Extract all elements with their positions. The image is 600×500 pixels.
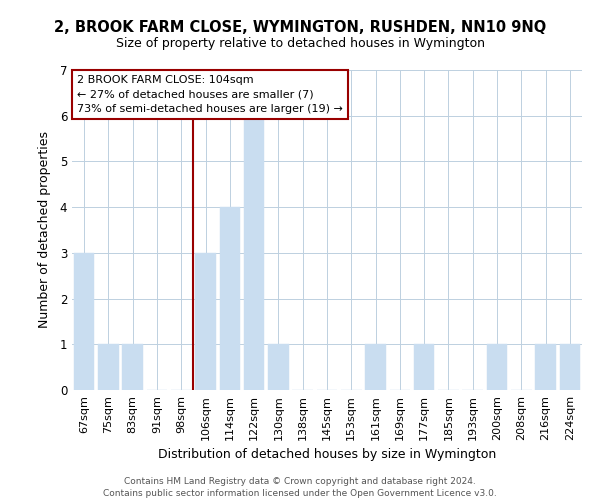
X-axis label: Distribution of detached houses by size in Wymington: Distribution of detached houses by size … <box>158 448 496 462</box>
Text: 2, BROOK FARM CLOSE, WYMINGTON, RUSHDEN, NN10 9NQ: 2, BROOK FARM CLOSE, WYMINGTON, RUSHDEN,… <box>54 20 546 35</box>
Bar <box>414 344 434 390</box>
Y-axis label: Number of detached properties: Number of detached properties <box>38 132 52 328</box>
Bar <box>122 344 143 390</box>
Bar <box>560 344 580 390</box>
Text: Contains public sector information licensed under the Open Government Licence v3: Contains public sector information licen… <box>103 489 497 498</box>
Bar <box>535 344 556 390</box>
Text: Size of property relative to detached houses in Wymington: Size of property relative to detached ho… <box>115 38 485 51</box>
Bar <box>244 116 265 390</box>
Bar <box>487 344 508 390</box>
Bar <box>268 344 289 390</box>
Bar <box>220 207 240 390</box>
Text: 2 BROOK FARM CLOSE: 104sqm
← 27% of detached houses are smaller (7)
73% of semi-: 2 BROOK FARM CLOSE: 104sqm ← 27% of deta… <box>77 75 343 114</box>
Bar <box>74 253 94 390</box>
Text: Contains HM Land Registry data © Crown copyright and database right 2024.: Contains HM Land Registry data © Crown c… <box>124 478 476 486</box>
Bar <box>195 253 216 390</box>
Bar <box>365 344 386 390</box>
Bar <box>98 344 119 390</box>
